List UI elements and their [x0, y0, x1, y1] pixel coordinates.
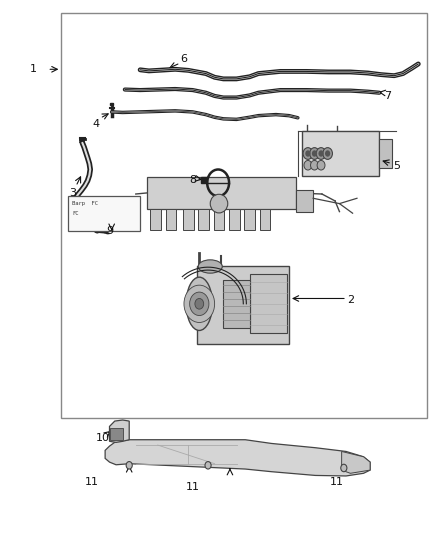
- Ellipse shape: [198, 260, 222, 273]
- Bar: [296, 190, 313, 212]
- Circle shape: [303, 148, 313, 159]
- Text: FC: FC: [72, 211, 79, 216]
- Circle shape: [341, 464, 347, 472]
- Bar: [150, 209, 161, 230]
- Text: 11: 11: [85, 478, 99, 487]
- Circle shape: [195, 298, 204, 309]
- Bar: [61, 13, 427, 418]
- Circle shape: [318, 150, 324, 157]
- Polygon shape: [110, 420, 129, 442]
- Circle shape: [310, 148, 319, 159]
- Bar: [214, 209, 224, 230]
- Circle shape: [311, 160, 318, 170]
- Ellipse shape: [186, 277, 212, 330]
- Bar: [250, 274, 287, 333]
- Circle shape: [316, 148, 326, 159]
- Circle shape: [184, 285, 215, 322]
- Bar: [183, 209, 194, 230]
- Text: Barp  FC: Barp FC: [72, 201, 98, 206]
- Text: 10: 10: [96, 433, 110, 443]
- Bar: [110, 103, 113, 105]
- Text: 7: 7: [384, 91, 391, 101]
- Circle shape: [305, 150, 311, 157]
- Text: 3: 3: [69, 188, 76, 198]
- Text: 6: 6: [180, 54, 187, 63]
- Text: 11: 11: [330, 478, 344, 487]
- Circle shape: [205, 462, 211, 469]
- Circle shape: [190, 292, 209, 316]
- Bar: [198, 209, 209, 230]
- Bar: [110, 428, 123, 440]
- Text: 2: 2: [347, 295, 354, 305]
- Bar: [197, 266, 289, 344]
- Text: 4: 4: [93, 119, 100, 128]
- Circle shape: [304, 160, 312, 170]
- Circle shape: [312, 150, 317, 157]
- Circle shape: [126, 462, 132, 469]
- Bar: [166, 209, 176, 230]
- Text: 1: 1: [29, 64, 36, 74]
- Polygon shape: [342, 451, 370, 473]
- Polygon shape: [105, 440, 370, 476]
- Ellipse shape: [210, 195, 228, 213]
- Bar: [379, 139, 392, 168]
- Bar: [229, 209, 240, 230]
- Circle shape: [317, 160, 325, 170]
- Bar: [223, 280, 250, 328]
- Bar: [260, 209, 270, 230]
- Bar: [244, 209, 255, 230]
- Bar: [302, 131, 379, 176]
- Text: 8: 8: [189, 175, 196, 185]
- Bar: [68, 196, 140, 231]
- Bar: [201, 177, 207, 183]
- Text: 9: 9: [106, 226, 113, 236]
- Bar: [147, 177, 296, 209]
- Circle shape: [325, 150, 330, 157]
- Circle shape: [323, 148, 332, 159]
- Text: 5: 5: [393, 161, 400, 171]
- Text: 11: 11: [186, 482, 200, 491]
